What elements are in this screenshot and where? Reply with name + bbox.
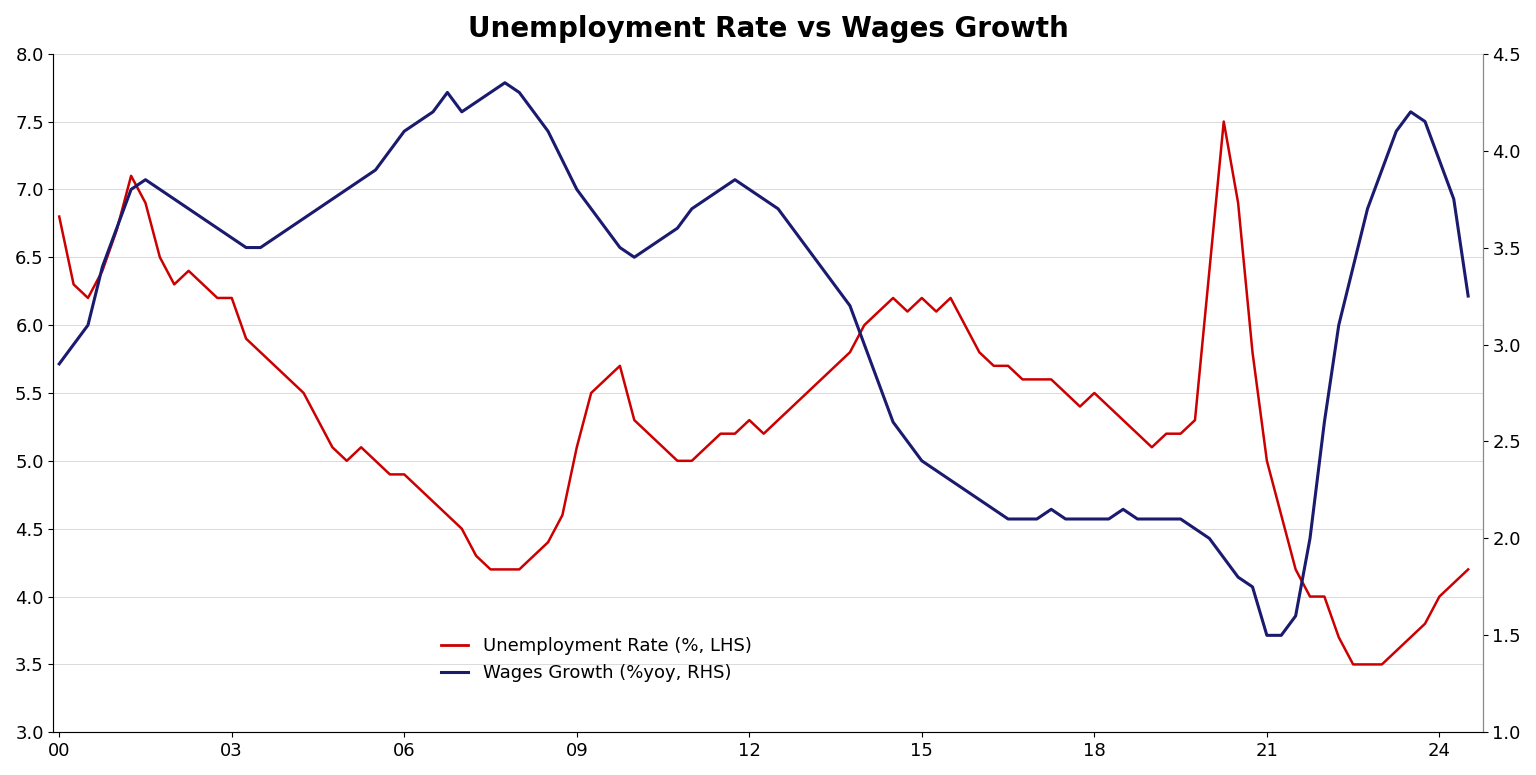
Title: Unemployment Rate vs Wages Growth: Unemployment Rate vs Wages Growth — [467, 15, 1069, 43]
Legend: Unemployment Rate (%, LHS), Wages Growth (%yoy, RHS): Unemployment Rate (%, LHS), Wages Growth… — [435, 630, 759, 689]
